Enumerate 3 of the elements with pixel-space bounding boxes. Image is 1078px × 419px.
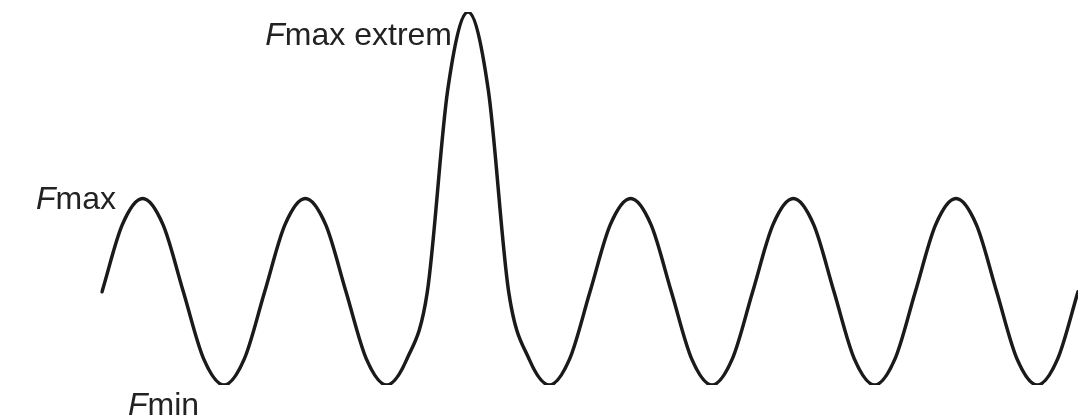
annotation: Fmax (36, 179, 116, 216)
annotation: Fmax extrem (265, 15, 452, 52)
text: Fmin (128, 385, 200, 419)
